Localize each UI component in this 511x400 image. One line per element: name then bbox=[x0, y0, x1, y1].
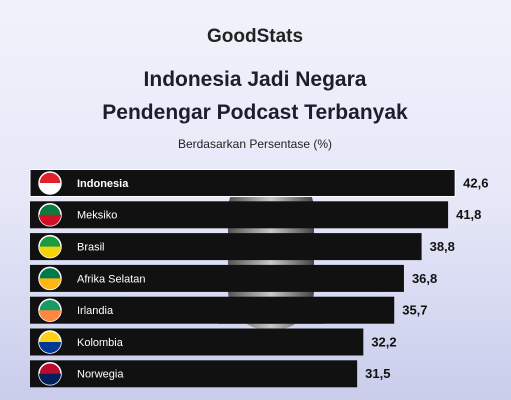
category-label: Brasil bbox=[77, 242, 105, 254]
value-label: 31,5 bbox=[365, 366, 390, 381]
chart-title: Indonesia Jadi Negara Pendengar Podcast T… bbox=[102, 68, 408, 124]
flag-part bbox=[39, 342, 61, 353]
bar bbox=[30, 201, 449, 229]
chart-subtitle: Berdasarkan Persentase (%) bbox=[178, 137, 332, 151]
value-label: 41,8 bbox=[456, 207, 481, 222]
bar bbox=[30, 328, 364, 356]
flag-part bbox=[39, 183, 61, 194]
category-label: Norwegia bbox=[77, 369, 124, 381]
flag-part bbox=[39, 373, 61, 385]
value-label: 35,7 bbox=[402, 303, 427, 318]
value-label: 42,6 bbox=[463, 175, 488, 190]
category-label: Meksiko bbox=[77, 210, 117, 222]
bar bbox=[30, 233, 422, 261]
category-label: Indonesia bbox=[77, 178, 129, 190]
value-label: 32,2 bbox=[371, 334, 396, 349]
flag-part bbox=[39, 214, 61, 226]
value-label: 38,8 bbox=[430, 239, 455, 254]
brand: GoodStats bbox=[207, 26, 303, 47]
category-label: Irlandia bbox=[77, 305, 114, 317]
flag-part bbox=[39, 246, 61, 258]
value-label: 36,8 bbox=[412, 271, 437, 286]
category-label: Afrika Selatan bbox=[77, 273, 145, 285]
bar bbox=[30, 264, 404, 292]
bar bbox=[30, 360, 358, 388]
bar bbox=[29, 169, 456, 197]
category-label: Kolombia bbox=[77, 337, 124, 349]
flag-part bbox=[39, 278, 61, 290]
bar bbox=[30, 296, 395, 324]
flag-part bbox=[39, 310, 61, 322]
